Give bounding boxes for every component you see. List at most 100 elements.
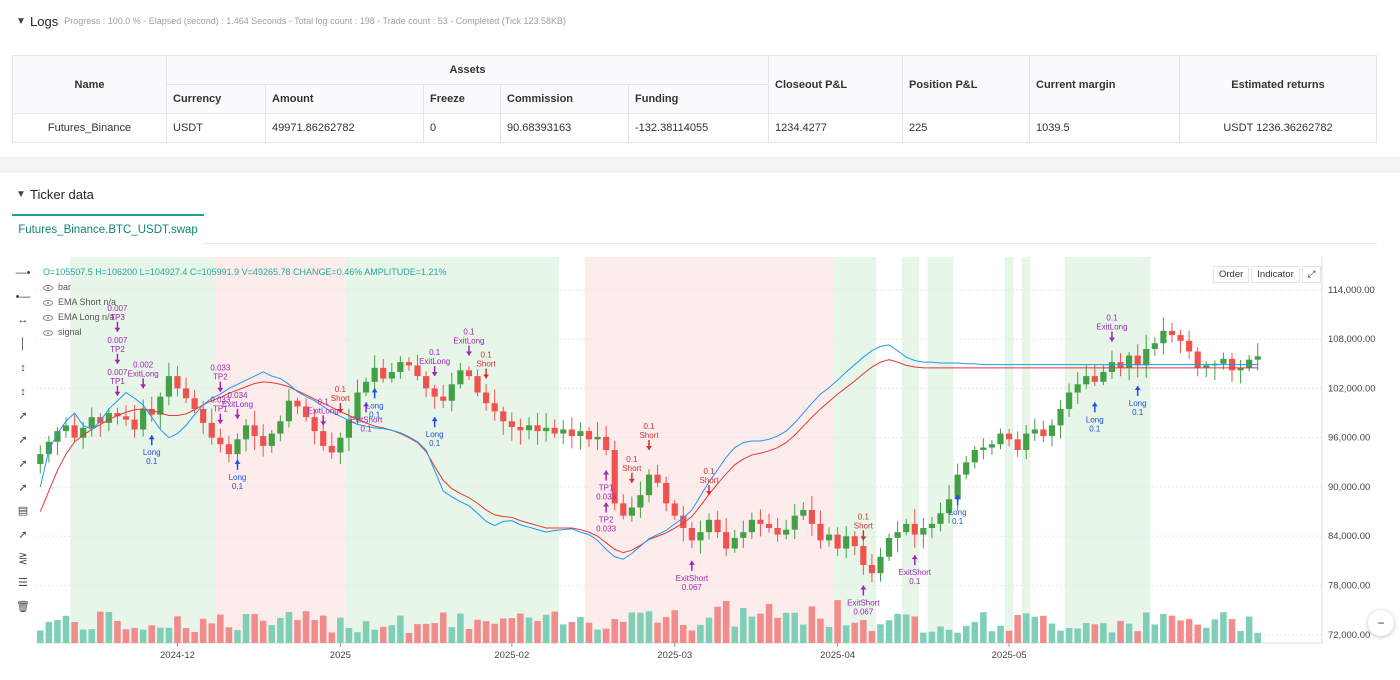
volume-bar [851, 622, 859, 643]
signal-label: 0.007 [107, 368, 128, 377]
chevron-down-icon[interactable]: ▼ [16, 15, 26, 27]
price-chart[interactable]: 114,000.00 108,000.00 102,000.00 96,000.00 9… [0, 255, 1400, 680]
cell-freeze: 0 [423, 113, 501, 143]
volume-bar [542, 614, 550, 643]
candle [182, 388, 190, 399]
ruler-icon[interactable]: ☰ [18, 576, 28, 589]
signal-label: ExitShort [350, 415, 383, 424]
ray-icon[interactable]: ↔ [17, 314, 29, 327]
signal-arrowhead [320, 421, 327, 426]
volume-bar [1211, 619, 1219, 643]
volume-bar [217, 614, 224, 643]
extended-line-icon[interactable]: ➚ [18, 457, 28, 470]
eye-icon[interactable] [43, 299, 53, 306]
eye-icon[interactable] [43, 284, 53, 291]
signal-arrowhead [603, 502, 610, 507]
eye-icon[interactable] [43, 329, 53, 336]
volume-bar [397, 615, 404, 643]
candle [88, 417, 95, 428]
signal-qty: 0.033 [596, 493, 617, 502]
ticker-tabs: Futures_Binance.BTC_USDT.swap [12, 214, 1377, 244]
signal-label: 0.007 [107, 304, 128, 313]
candle [45, 441, 52, 455]
vertical-ray-icon[interactable]: ↕ [20, 385, 26, 398]
signal-qty: 0.1 [1132, 408, 1144, 417]
candle [1057, 408, 1064, 426]
volume-bar [311, 620, 318, 643]
volume-bar [54, 620, 61, 643]
channel-icon[interactable]: ➚ [18, 529, 28, 542]
ticker-header[interactable]: ▼ Ticker data [12, 185, 94, 203]
volume-bar [508, 618, 516, 643]
ohlc-readout: O=105507.5 H=106200 L=104927.4 C=105991.… [43, 267, 447, 277]
volume-bar [1220, 612, 1227, 643]
candle [997, 433, 1004, 445]
legend-signal[interactable]: signal [43, 325, 447, 340]
volume-bar [585, 622, 593, 643]
volume-bar [1185, 619, 1193, 643]
volume-bar [354, 632, 361, 643]
arrow-line-icon[interactable]: ➚ [18, 433, 28, 446]
volume-bar [688, 630, 696, 643]
horizontal-line-icon[interactable]: •— [15, 290, 31, 303]
volume-bar [1151, 624, 1159, 643]
signal-label: 0.1 [858, 512, 870, 521]
signal-label: 0.033 [210, 396, 231, 405]
volume-bar [439, 612, 447, 643]
legend-ema-short[interactable]: EMA Short n/a [43, 295, 447, 310]
candle [234, 439, 241, 455]
trend-line-icon[interactable]: ➚ [18, 410, 28, 423]
signal-arrowhead [148, 435, 155, 440]
signal-qty: ExitLong [1096, 323, 1127, 332]
chevron-down-icon[interactable]: ▼ [16, 188, 26, 200]
signal-qty: Short [477, 360, 497, 369]
x-tick-label: 2025-02 [494, 650, 529, 661]
signal-arrowhead [1091, 402, 1098, 407]
col-group-assets: Assets [166, 55, 769, 85]
volume-bar [1005, 630, 1013, 643]
signal-qty: ExitLong [222, 400, 253, 409]
signal-zone [70, 257, 217, 643]
order-button[interactable]: Order [1213, 266, 1250, 283]
signal-label: Long [143, 448, 161, 457]
volume-bar [208, 623, 216, 643]
zoom-out-button[interactable]: − [1368, 610, 1394, 636]
col-margin: Current margin [1029, 55, 1180, 114]
signal-arrowhead [483, 374, 490, 379]
vertical-line-icon[interactable]: │ [19, 338, 27, 351]
cursor-icon[interactable]: —• [15, 266, 31, 279]
volume-bar [131, 627, 138, 643]
candle [808, 509, 815, 524]
indicator-button[interactable]: Indicator [1251, 266, 1300, 283]
fib-icon[interactable]: ▤ [17, 505, 29, 518]
chart-buttons: Order Indicator ⤢ [1213, 266, 1323, 283]
trash-icon[interactable]: 🗑 [16, 600, 30, 613]
legend-ema-long[interactable]: EMA Long n/a [43, 310, 447, 325]
candle [1143, 348, 1150, 366]
signal-label: Long [949, 508, 967, 517]
candle [1237, 367, 1244, 371]
candle [1203, 365, 1210, 368]
parallel-icon[interactable]: ⋛ [18, 552, 28, 565]
volume-bar [705, 617, 713, 643]
signal-arrowhead [646, 446, 652, 450]
legend-ema-long-label: EMA Long n/a [58, 312, 115, 322]
candle [1168, 330, 1176, 336]
fullscreen-icon[interactable]: ⤢ [1301, 266, 1322, 283]
eye-icon[interactable] [43, 314, 53, 321]
candle [71, 425, 78, 438]
candle [362, 381, 370, 393]
cross-line-icon[interactable]: ↕ [20, 362, 26, 375]
volume-bar [825, 626, 833, 643]
signal-label: Long [426, 430, 444, 439]
candle [200, 408, 207, 423]
logs-header[interactable]: ▼ Logs Progress : 100.0 % - Elapsed (sec… [12, 12, 566, 30]
candle [645, 474, 653, 496]
cell-name: Futures_Binance [12, 113, 167, 143]
signal-qty: TP3 [110, 313, 125, 322]
candle [1005, 433, 1013, 440]
info-line-icon[interactable]: ➚ [18, 481, 28, 494]
legend-bar[interactable]: bar [43, 280, 447, 295]
signal-qty: Short [331, 394, 351, 403]
tab-btc-usdt-swap[interactable]: Futures_Binance.BTC_USDT.swap [12, 214, 204, 244]
